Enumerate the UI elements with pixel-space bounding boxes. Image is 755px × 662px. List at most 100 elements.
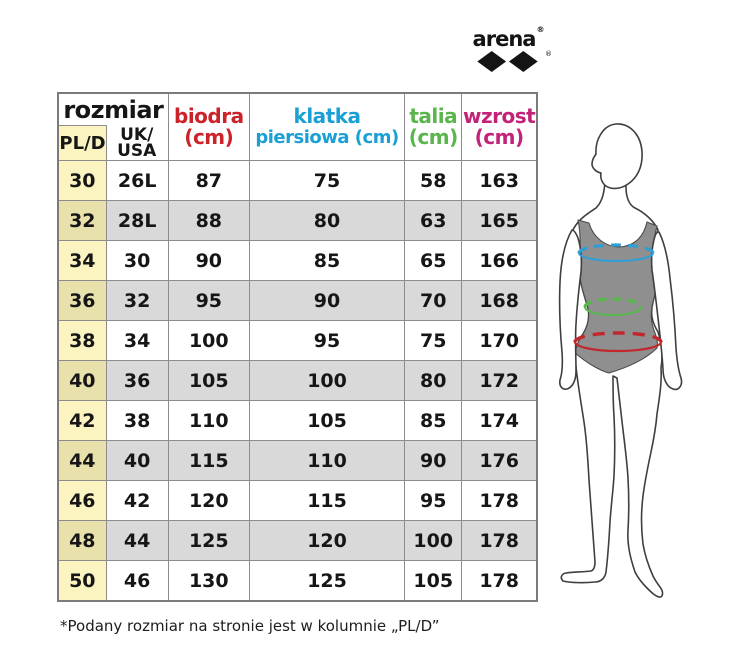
- table-row: 34 30 90 85 65 166: [57, 240, 538, 281]
- cell-uk-usa: 30: [105, 240, 169, 281]
- cell-wzrost: 165: [461, 200, 538, 241]
- cell-klatka-piersiowa: 75: [248, 160, 406, 201]
- cell-talia: 63: [404, 200, 463, 241]
- cell-uk-usa: 46: [105, 560, 169, 602]
- pld-label: PL/D: [59, 125, 107, 160]
- footnote: *Podany rozmiar na stronie jest w kolumn…: [60, 617, 440, 635]
- cell-pl-d: 50: [57, 560, 107, 602]
- waist-measure-line: [583, 297, 643, 308]
- cell-biodra: 95: [167, 280, 250, 321]
- arena-diamonds-icon: [477, 50, 538, 73]
- cell-klatka-piersiowa: 100: [248, 360, 406, 401]
- cell-talia: 75: [404, 320, 463, 361]
- uk-usa-label: UK/ USA: [117, 125, 157, 161]
- cell-pl-d: 38: [57, 320, 107, 361]
- table-row: 44 40 115 110 90 176: [57, 440, 538, 481]
- chest-measure-line: [577, 243, 655, 254]
- header-row: rozmiar PL/D UK/ USA biodra (cm) klatka …: [57, 92, 538, 161]
- cell-klatka-piersiowa: 115: [248, 480, 406, 521]
- cell-uk-usa: 42: [105, 480, 169, 521]
- cell-pl-d: 30: [57, 160, 107, 201]
- cell-biodra: 90: [167, 240, 250, 281]
- cell-pl-d: 36: [57, 280, 107, 321]
- rozmiar-label: rozmiar: [63, 96, 164, 124]
- cell-biodra: 88: [167, 200, 250, 241]
- hip-measure-line: [573, 331, 663, 343]
- cell-wzrost: 178: [461, 560, 538, 602]
- cell-wzrost: 174: [461, 400, 538, 441]
- cell-biodra: 130: [167, 560, 250, 602]
- chest-measure-line-front: [578, 252, 654, 262]
- cell-pl-d: 40: [57, 360, 107, 401]
- cell-wzrost: 178: [461, 480, 538, 521]
- cell-klatka-piersiowa: 120: [248, 520, 406, 561]
- column-header-klatka-piersiowa: klatka piersiowa (cm): [248, 92, 406, 161]
- cell-pl-d: 42: [57, 400, 107, 441]
- table-row: 40 36 105 100 80 172: [57, 360, 538, 401]
- cell-biodra: 110: [167, 400, 250, 441]
- arena-logo-text: arena®: [472, 25, 545, 51]
- cell-klatka-piersiowa: 110: [248, 440, 406, 481]
- table-row: 48 44 125 120 100 178: [57, 520, 538, 561]
- table-row: 46 42 120 115 95 178: [57, 480, 538, 521]
- cell-klatka-piersiowa: 95: [248, 320, 406, 361]
- cell-talia: 70: [404, 280, 463, 321]
- cell-biodra: 87: [167, 160, 250, 201]
- column-header-wzrost: wzrost (cm): [461, 92, 538, 161]
- hip-measure-line-front: [573, 341, 663, 353]
- cell-wzrost: 166: [461, 240, 538, 281]
- registered-mark: ®: [545, 50, 552, 58]
- figure-head: [591, 123, 643, 190]
- cell-wzrost: 178: [461, 520, 538, 561]
- cell-uk-usa: 34: [105, 320, 169, 361]
- table-row: 30 26L 87 75 58 163: [57, 160, 538, 201]
- cell-pl-d: 32: [57, 200, 107, 241]
- table-row: 36 32 95 90 70 168: [57, 280, 538, 321]
- column-header-rozmiar: rozmiar PL/D UK/ USA: [57, 92, 169, 161]
- cell-uk-usa: 44: [105, 520, 169, 561]
- cell-talia: 80: [404, 360, 463, 401]
- cell-wzrost: 172: [461, 360, 538, 401]
- cell-pl-d: 46: [57, 480, 107, 521]
- size-chart-table: rozmiar PL/D UK/ USA biodra (cm) klatka …: [57, 92, 538, 602]
- size-table-body: 30 26L 87 75 58 163 32 28L 88 80 63 165 …: [57, 160, 538, 602]
- cell-biodra: 115: [167, 440, 250, 481]
- table-row: 50 46 130 125 105 178: [57, 560, 538, 602]
- cell-wzrost: 163: [461, 160, 538, 201]
- table-row: 38 34 100 95 75 170: [57, 320, 538, 361]
- cell-biodra: 105: [167, 360, 250, 401]
- cell-wzrost: 170: [461, 320, 538, 361]
- cell-talia: 58: [404, 160, 463, 201]
- cell-talia: 85: [404, 400, 463, 441]
- cell-pl-d: 48: [57, 520, 107, 561]
- woman-figure: [558, 123, 683, 598]
- cell-talia: 95: [404, 480, 463, 521]
- cell-pl-d: 44: [57, 440, 107, 481]
- waist-measure-line-front: [584, 306, 642, 316]
- figure-illustration: [543, 120, 753, 622]
- figure-right-arm: [650, 231, 683, 391]
- cell-talia: 105: [404, 560, 463, 602]
- column-header-biodra: biodra (cm): [167, 92, 250, 161]
- cell-talia: 100: [404, 520, 463, 561]
- arena-logo: arena® ®: [468, 25, 552, 73]
- cell-klatka-piersiowa: 90: [248, 280, 406, 321]
- registered-mark: ®: [536, 25, 545, 34]
- cell-biodra: 125: [167, 520, 250, 561]
- table-row: 42 38 110 105 85 174: [57, 400, 538, 441]
- cell-uk-usa: 26L: [105, 160, 169, 201]
- cell-biodra: 100: [167, 320, 250, 361]
- cell-klatka-piersiowa: 125: [248, 560, 406, 602]
- cell-klatka-piersiowa: 105: [248, 400, 406, 441]
- cell-uk-usa: 36: [105, 360, 169, 401]
- cell-talia: 65: [404, 240, 463, 281]
- cell-biodra: 120: [167, 480, 250, 521]
- cell-uk-usa: 28L: [105, 200, 169, 241]
- cell-uk-usa: 38: [105, 400, 169, 441]
- cell-wzrost: 168: [461, 280, 538, 321]
- cell-uk-usa: 32: [105, 280, 169, 321]
- cell-uk-usa: 40: [105, 440, 169, 481]
- cell-pl-d: 34: [57, 240, 107, 281]
- table-row: 32 28L 88 80 63 165: [57, 200, 538, 241]
- column-header-talia: talia (cm): [404, 92, 463, 161]
